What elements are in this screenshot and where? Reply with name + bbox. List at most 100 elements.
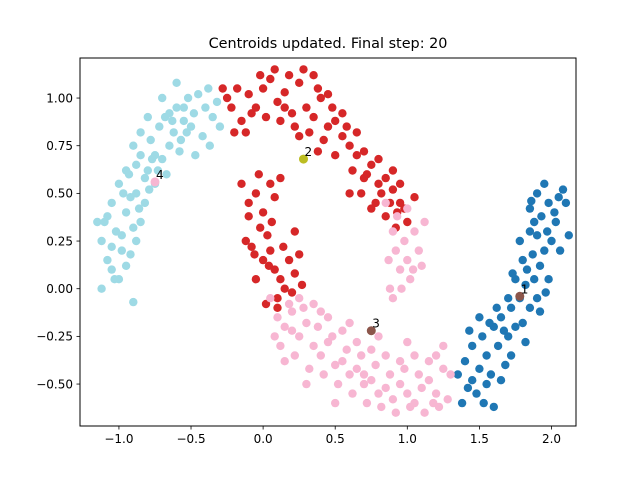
data-point-cluster-3 — [323, 337, 333, 347]
data-point-cluster-2 — [162, 170, 171, 179]
data-point-cluster-0 — [463, 383, 473, 393]
data-point-cluster-0 — [468, 376, 477, 385]
data-point-cluster-3 — [403, 255, 412, 265]
data-point-cluster-1 — [266, 246, 275, 255]
data-point-cluster-0 — [478, 332, 487, 341]
data-point-cluster-2 — [165, 109, 174, 118]
x-tick-label: 0.0 — [254, 432, 273, 446]
data-point-cluster-3 — [342, 345, 351, 354]
data-point-cluster-1 — [258, 255, 268, 265]
data-point-cluster-2 — [103, 212, 112, 221]
data-point-cluster-2 — [140, 173, 150, 183]
data-point-cluster-2 — [158, 154, 167, 164]
data-point-cluster-1 — [258, 84, 268, 93]
data-point-cluster-2 — [143, 166, 152, 175]
data-point-cluster-3 — [388, 294, 398, 303]
data-point-cluster-1 — [331, 151, 340, 160]
data-point-cluster-1 — [403, 217, 412, 227]
data-point-cluster-3 — [287, 326, 297, 335]
data-point-cluster-3 — [284, 299, 294, 309]
data-point-cluster-1 — [270, 65, 279, 74]
data-point-cluster-2 — [114, 179, 124, 188]
data-point-cluster-3 — [357, 351, 366, 360]
data-point-cluster-1 — [410, 193, 419, 202]
data-point-cluster-0 — [525, 227, 535, 236]
data-point-cluster-1 — [388, 185, 398, 194]
data-point-cluster-0 — [544, 198, 553, 208]
data-point-cluster-1 — [266, 74, 275, 84]
data-point-cluster-3 — [395, 265, 405, 274]
data-point-cluster-1 — [273, 303, 282, 312]
data-point-cluster-3 — [381, 383, 390, 393]
data-point-cluster-1 — [222, 93, 232, 103]
data-point-cluster-3 — [391, 408, 400, 417]
data-point-cluster-3 — [417, 261, 426, 270]
data-point-cluster-2 — [165, 141, 174, 150]
data-point-cluster-1 — [276, 275, 285, 284]
y-tick-label: −0.50 — [36, 377, 73, 391]
data-point-cluster-0 — [506, 303, 516, 312]
data-point-cluster-0 — [472, 389, 481, 398]
data-point-cluster-3 — [359, 379, 369, 389]
data-point-cluster-3 — [299, 303, 308, 312]
y-tick-label: −0.25 — [36, 330, 73, 344]
data-point-cluster-0 — [511, 322, 520, 331]
data-point-cluster-2 — [107, 198, 116, 208]
data-point-cluster-0 — [482, 379, 491, 389]
data-point-cluster-0 — [530, 275, 539, 284]
data-point-cluster-3 — [385, 370, 395, 379]
data-point-cluster-3 — [388, 395, 398, 404]
data-point-cluster-1 — [284, 71, 294, 80]
data-point-cluster-2 — [97, 236, 106, 246]
data-point-cluster-1 — [218, 84, 227, 93]
data-point-cluster-1 — [279, 242, 288, 251]
data-point-cluster-3 — [403, 337, 412, 347]
data-point-cluster-3 — [316, 307, 325, 316]
data-point-cluster-1 — [381, 173, 390, 183]
data-point-cluster-2 — [134, 204, 144, 213]
data-point-cluster-2 — [103, 255, 112, 265]
x-tick-label: 2.0 — [542, 432, 561, 446]
data-point-cluster-1 — [374, 154, 383, 164]
data-point-cluster-3 — [388, 227, 398, 236]
data-point-cluster-1 — [258, 208, 268, 217]
data-point-cluster-3 — [439, 364, 448, 373]
y-axis: −0.50 −0.25 0.00 0.25 0.50 0.75 1.00 — [36, 91, 80, 391]
data-point-cluster-1 — [241, 128, 250, 137]
data-point-cluster-2 — [175, 147, 184, 156]
data-point-cluster-3 — [280, 357, 289, 366]
data-point-cluster-3 — [295, 294, 304, 303]
data-point-cluster-1 — [261, 299, 271, 309]
centroid-marker-3 — [366, 326, 376, 336]
data-point-cluster-0 — [475, 364, 484, 373]
data-point-cluster-1 — [280, 103, 289, 112]
data-point-cluster-1 — [290, 227, 299, 236]
data-point-cluster-3 — [338, 326, 347, 335]
data-point-cluster-2 — [182, 128, 191, 137]
data-point-cluster-3 — [393, 212, 402, 221]
data-point-cluster-1 — [287, 109, 297, 118]
data-point-cluster-1 — [251, 103, 261, 112]
data-point-cluster-3 — [424, 357, 434, 366]
data-point-cluster-2 — [183, 93, 193, 103]
data-point-cluster-2 — [107, 265, 116, 274]
data-point-cluster-2 — [107, 242, 116, 251]
data-point-cluster-2 — [169, 128, 178, 137]
data-point-cluster-1 — [230, 128, 239, 137]
data-point-cluster-1 — [256, 71, 265, 80]
data-point-cluster-1 — [266, 179, 275, 188]
data-point-cluster-3 — [410, 351, 419, 360]
data-point-cluster-3 — [443, 395, 452, 404]
data-point-cluster-0 — [532, 294, 542, 303]
data-point-cluster-1 — [331, 116, 340, 126]
data-point-cluster-3 — [384, 255, 393, 265]
x-tick-label: −1.0 — [104, 432, 133, 446]
data-point-cluster-1 — [280, 284, 289, 293]
data-point-cluster-3 — [431, 389, 441, 398]
data-point-cluster-2 — [121, 261, 131, 270]
data-point-cluster-3 — [319, 370, 328, 379]
data-point-cluster-0 — [532, 231, 542, 240]
data-point-cluster-2 — [179, 103, 188, 112]
data-point-cluster-0 — [561, 198, 571, 208]
data-point-cluster-1 — [273, 97, 282, 107]
